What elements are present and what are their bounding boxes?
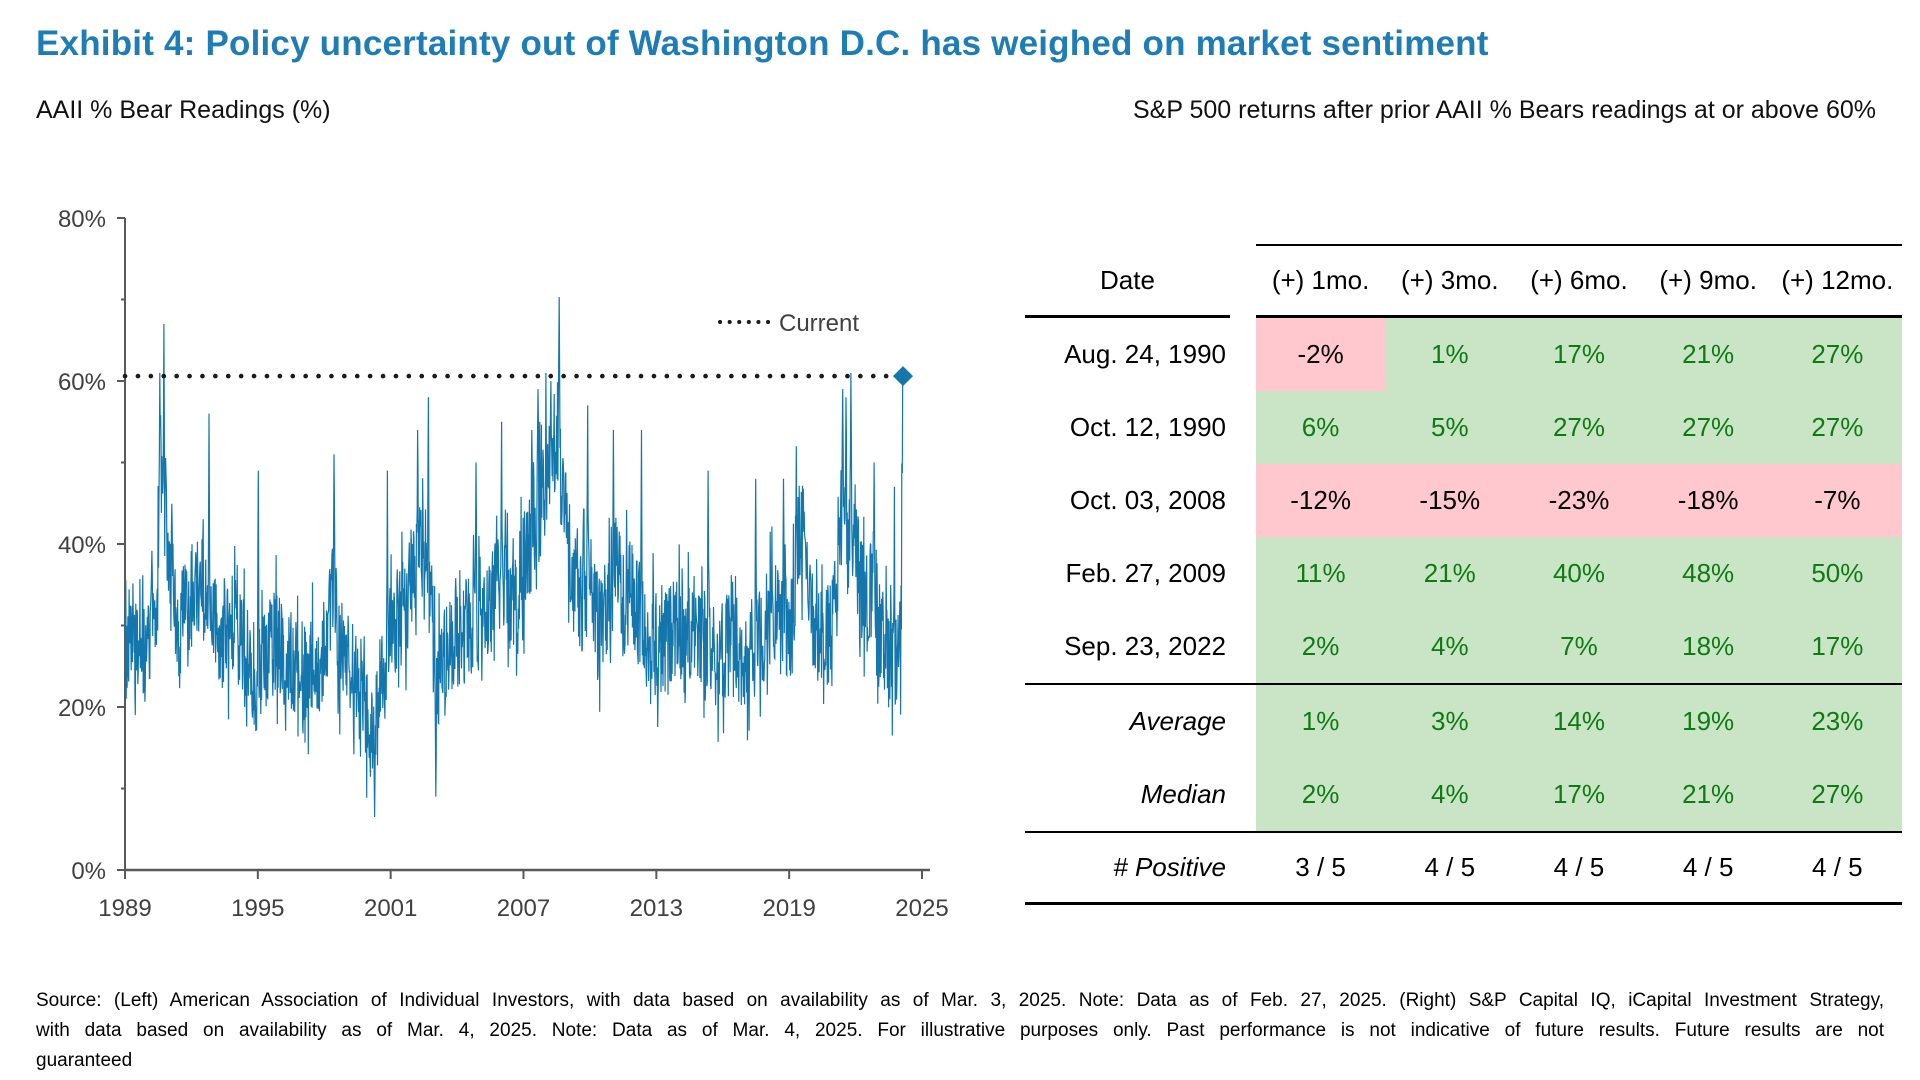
- table-cell: 11%: [1256, 537, 1386, 610]
- chart-canvas: 0% 20% 40% 60% 80% 1989 1995 2001 2007 2013 2019 20…: [58, 206, 949, 922]
- source-line-3: guaranteed: [36, 1050, 133, 1071]
- table-rule-header-values: [1256, 315, 1902, 318]
- table-cell: 6%: [1256, 391, 1386, 464]
- table-cell: 1%: [1385, 318, 1515, 391]
- row-label: Average: [1129, 706, 1226, 736]
- table-cell: 4%: [1385, 610, 1515, 683]
- column-header: (+) 12mo.: [1781, 265, 1894, 295]
- table-cell: 27%: [1772, 758, 1902, 831]
- table-cell: 27%: [1772, 391, 1902, 464]
- y-tick-label: 0%: [71, 858, 106, 885]
- table-cell: 23%: [1772, 685, 1902, 758]
- table-cell: 4 / 5: [1682, 852, 1734, 882]
- x-tick-label: 2013: [630, 895, 683, 922]
- table-cell: 3 / 5: [1295, 852, 1346, 882]
- source-line-2: with data based on availability as of Ma…: [36, 1020, 1884, 1041]
- table-cell: 14%: [1514, 685, 1644, 758]
- table-cell: 40%: [1514, 537, 1644, 610]
- table-cell: 3%: [1385, 685, 1515, 758]
- table-title: S&P 500 returns after prior AAII % Bears…: [1132, 96, 1876, 124]
- row-label: Sep. 23, 2022: [1064, 631, 1226, 661]
- table-cell: 18%: [1643, 610, 1773, 683]
- current-diamond-marker: [893, 366, 913, 387]
- table-cell: 21%: [1385, 537, 1515, 610]
- source-line-1: Source: (Left) American Association of I…: [36, 990, 1884, 1011]
- table-cell: -2%: [1256, 318, 1386, 391]
- table-cell: 2%: [1256, 610, 1386, 683]
- column-header: (+) 9mo.: [1659, 265, 1757, 295]
- table-cell: 5%: [1385, 391, 1515, 464]
- bear-series-line: [124, 297, 904, 818]
- column-header: (+) 3mo.: [1401, 265, 1499, 295]
- table-cell: -23%: [1514, 464, 1644, 537]
- table-rule-mid-2: [1025, 831, 1902, 833]
- table-rule-header-date: [1025, 315, 1230, 318]
- column-header: (+) 6mo.: [1530, 265, 1628, 295]
- table-cell: 21%: [1643, 318, 1773, 391]
- table-cell: 27%: [1643, 391, 1773, 464]
- table-cell: 17%: [1514, 318, 1644, 391]
- table-cell: 19%: [1643, 685, 1773, 758]
- table-rule-top: [1256, 244, 1902, 246]
- column-header: Date: [1100, 265, 1155, 295]
- row-label: Oct. 12, 1990: [1069, 412, 1226, 442]
- y-tick-label: 60%: [58, 369, 106, 396]
- y-tick-label: 80%: [58, 206, 106, 233]
- row-label: # Positive: [1113, 852, 1226, 882]
- table-cell: 4%: [1385, 758, 1515, 831]
- table-cell: -7%: [1772, 464, 1902, 537]
- table-cell: 17%: [1772, 610, 1902, 683]
- x-tick-label: 1995: [231, 895, 284, 922]
- source-note: Source: (Left) American Association of I…: [36, 986, 1884, 1076]
- column-header: (+) 1mo.: [1271, 265, 1370, 295]
- x-tick-label: 2025: [895, 895, 948, 922]
- row-label: Feb. 27, 2009: [1065, 558, 1226, 588]
- row-label: Oct. 03, 2008: [1069, 485, 1226, 515]
- table-cell: 4 / 5: [1812, 852, 1863, 882]
- table-cell: 27%: [1772, 318, 1902, 391]
- table-cell: 1%: [1256, 685, 1386, 758]
- table-cell: 50%: [1772, 537, 1902, 610]
- y-tick-label: 20%: [58, 695, 106, 722]
- table-cell: 4 / 5: [1553, 852, 1605, 882]
- aaii-bears-chart: 0% 20% 40% 60% 80% 1989 1995 2001 2007 2013 2019 20…: [0, 150, 1010, 950]
- x-tick-label: 1989: [98, 895, 151, 922]
- x-tick-label: 2019: [762, 895, 815, 922]
- row-label: Median: [1140, 779, 1226, 809]
- x-tick-label: 2001: [364, 895, 417, 922]
- exhibit-title: Exhibit 4: Policy uncertainty out of Was…: [36, 24, 1489, 63]
- table-rule-mid-1: [1025, 683, 1902, 685]
- returns-table: Date (+) 1mo. (+) 3mo. (+) 6mo. (+) 9mo. (+) …: [1025, 244, 1902, 905]
- table-rule-bottom: [1025, 902, 1902, 905]
- table-cell: 21%: [1643, 758, 1773, 831]
- table-cell: -15%: [1385, 464, 1515, 537]
- table-cell: -12%: [1256, 464, 1386, 537]
- table-cell: -18%: [1643, 464, 1773, 537]
- x-tick-label: 2007: [497, 895, 550, 922]
- table-cell: 2%: [1256, 758, 1386, 831]
- table-cell: 7%: [1514, 610, 1644, 683]
- table-cell: 17%: [1514, 758, 1644, 831]
- legend-label: Current: [779, 310, 859, 337]
- table-cell: 48%: [1643, 537, 1773, 610]
- chart-title: AAII % Bear Readings (%): [36, 96, 331, 124]
- row-label: Aug. 24, 1990: [1064, 339, 1226, 369]
- table-cell: 27%: [1514, 391, 1644, 464]
- table-cell: 4 / 5: [1424, 852, 1476, 882]
- y-tick-label: 40%: [58, 532, 106, 559]
